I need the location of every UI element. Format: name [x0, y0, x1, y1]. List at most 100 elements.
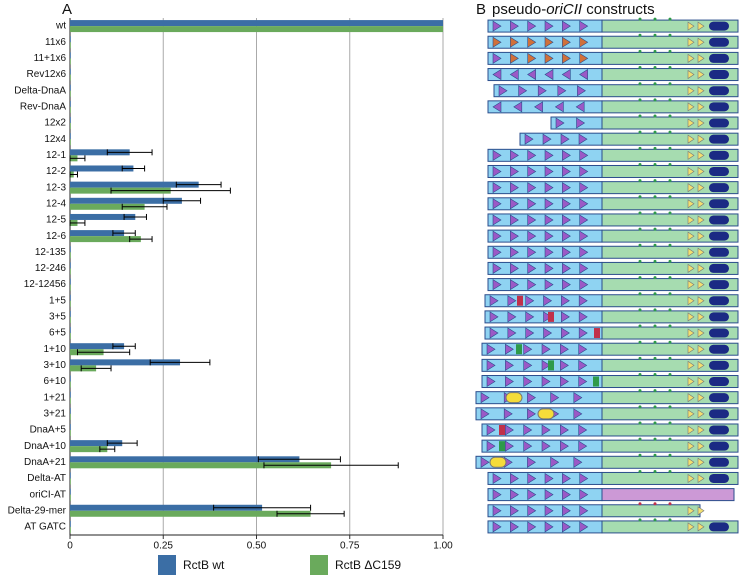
- motif: [579, 472, 589, 484]
- error-bar: [99, 446, 116, 453]
- pill: [709, 377, 729, 387]
- pill: [709, 409, 729, 419]
- bar: [70, 359, 181, 366]
- site-dot: [668, 373, 672, 377]
- y-tick-label: Delta-AT: [27, 473, 66, 484]
- error-bar: [257, 456, 341, 463]
- motif: [560, 440, 569, 452]
- site-dot: [653, 195, 657, 199]
- motif: [578, 327, 588, 339]
- bar: [70, 213, 136, 220]
- motif: [527, 69, 536, 81]
- motif: [579, 198, 589, 210]
- motif: [527, 198, 537, 210]
- motif: [510, 521, 519, 533]
- bar: [70, 397, 71, 404]
- motif: [697, 409, 705, 419]
- motif: [579, 52, 589, 64]
- motif: [523, 440, 533, 452]
- motif: [562, 521, 571, 533]
- motif: [578, 375, 588, 388]
- error-bar: [121, 203, 168, 210]
- motif: [687, 457, 695, 467]
- motif: [486, 440, 496, 452]
- motif: [544, 182, 554, 194]
- site-dot: [653, 276, 657, 280]
- site-dot: [668, 243, 672, 247]
- motif: [697, 247, 705, 257]
- motif: [697, 21, 705, 31]
- motif: [687, 393, 695, 403]
- bar: [70, 74, 71, 81]
- motif: [527, 246, 537, 258]
- motif: [544, 214, 554, 226]
- motif: [562, 489, 571, 501]
- x-tick-label: 0.50: [247, 541, 267, 552]
- error-bar: [69, 171, 78, 178]
- motif: [544, 262, 554, 274]
- motif: [537, 85, 547, 97]
- motif: [687, 118, 695, 128]
- title-part: oriCII: [546, 1, 582, 18]
- motif: [697, 134, 705, 144]
- motif: [527, 165, 537, 178]
- bar: [70, 300, 71, 307]
- title-part: constructs: [582, 1, 655, 18]
- x-tick-label: 0.75: [340, 541, 360, 552]
- motif: [544, 505, 554, 517]
- bar: [70, 462, 332, 469]
- bar: [70, 423, 71, 430]
- motif: [527, 20, 537, 32]
- motif: [562, 20, 571, 32]
- motif: [697, 166, 705, 177]
- site-dot: [668, 146, 672, 150]
- y-tick-label: 12x4: [44, 134, 66, 145]
- motif: [498, 85, 508, 97]
- motif: [527, 262, 537, 274]
- site-dot: [638, 276, 642, 280]
- motif: [550, 456, 560, 468]
- motif: [492, 521, 502, 533]
- site-dot: [653, 17, 657, 21]
- motif: [697, 441, 705, 451]
- motif: [687, 199, 695, 209]
- motif: [687, 53, 695, 63]
- motif: [486, 343, 496, 355]
- site-dot: [668, 33, 672, 37]
- motif: [562, 246, 571, 258]
- motif: [697, 69, 705, 80]
- site-dot: [638, 259, 642, 263]
- motif: [510, 505, 519, 517]
- motif: [562, 279, 571, 291]
- bar: [70, 262, 71, 269]
- site-dot: [668, 437, 672, 441]
- motif: [541, 343, 551, 355]
- error-bar: [129, 236, 153, 243]
- motif: [541, 375, 551, 388]
- site-mark: [548, 360, 554, 371]
- bar: [70, 90, 71, 97]
- y-tick-label: 1+21: [43, 392, 66, 403]
- motif: [560, 375, 569, 388]
- site-dot: [653, 292, 657, 296]
- site-dot: [668, 340, 672, 344]
- site-dot: [668, 179, 672, 183]
- motif: [525, 311, 535, 323]
- bar: [70, 165, 134, 172]
- motif: [527, 52, 537, 64]
- motif: [579, 505, 589, 517]
- motif: [576, 117, 586, 129]
- site-dot: [668, 211, 672, 215]
- motif: [544, 149, 554, 161]
- motif: [492, 20, 502, 32]
- site-dot: [668, 98, 672, 102]
- motif: [527, 36, 537, 48]
- motif: [527, 408, 536, 420]
- motif: [510, 246, 519, 258]
- site-dot: [668, 17, 672, 21]
- panel-label: B: [476, 1, 486, 18]
- site-dot: [653, 389, 657, 393]
- y-tick-label: 12x2: [44, 118, 66, 129]
- motif: [525, 327, 535, 339]
- motif: [492, 472, 502, 484]
